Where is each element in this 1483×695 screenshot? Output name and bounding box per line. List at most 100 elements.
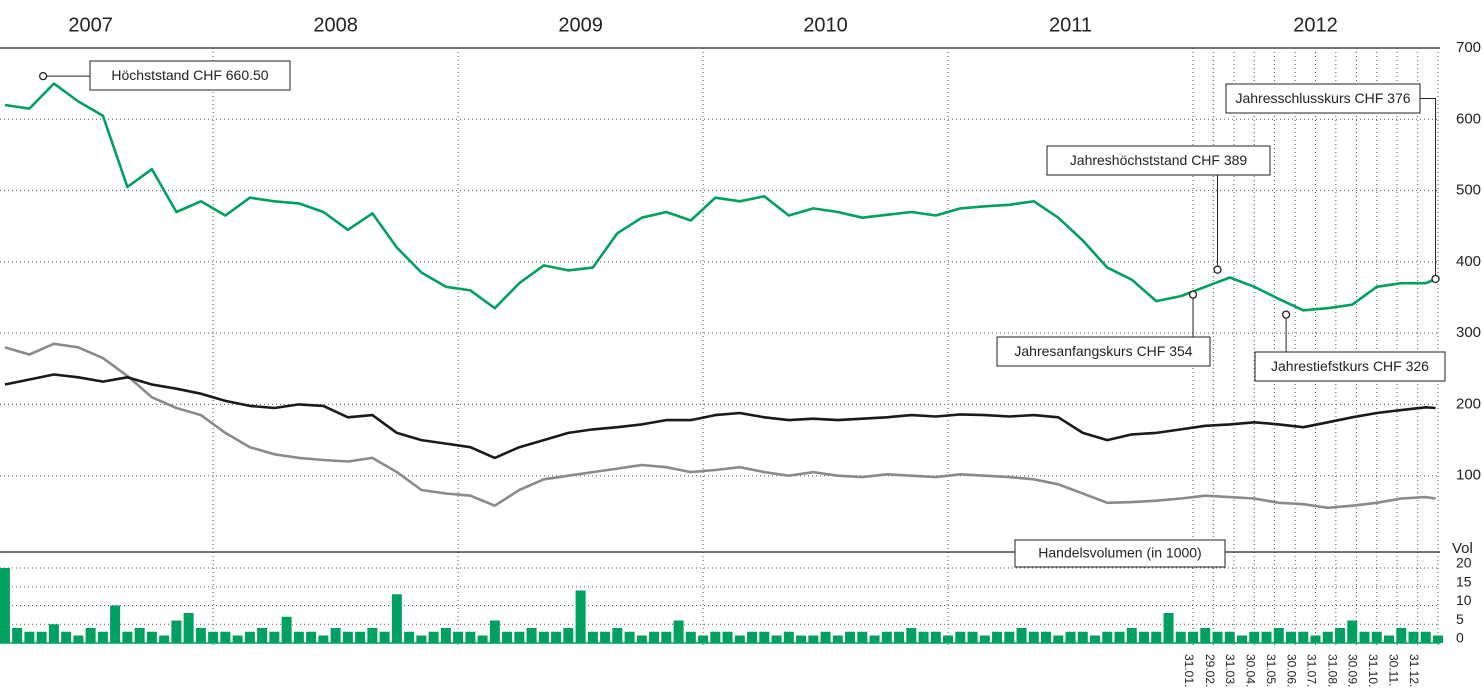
volume-bar [1286,631,1297,643]
year-label: 2008 [313,14,358,36]
volume-bar [1175,631,1186,643]
volume-bar [1188,631,1199,643]
volume-bar [551,631,562,643]
volume-bar [159,635,170,643]
year-label: 2009 [558,14,603,36]
volume-bar [600,631,611,643]
volume-bar [514,631,525,643]
volume-bar [379,631,390,643]
volume-bar [416,635,427,643]
annotation-box [1254,351,1446,382]
volume-bar [1237,635,1248,643]
month-tick-label: 29.02. [1203,654,1217,687]
volume-bar [722,631,733,643]
volume-bar [857,631,868,643]
volume-bar [1371,631,1382,643]
month-tick-label: 30.06. [1284,654,1298,687]
volume-bar [1420,631,1431,643]
annotation-point [1431,274,1440,284]
month-tick-label: 31.10. [1366,654,1380,687]
annotation-point [1213,265,1222,274]
volume-bar [1077,631,1088,643]
annotation-box [996,336,1211,367]
volume-bar [1224,631,1235,643]
volume-bar [318,635,329,643]
volume-bar [61,631,72,643]
volume-bar [685,631,696,643]
volume-bar [281,616,292,643]
volume-bar [955,631,966,643]
volume-bar [453,631,464,643]
volume-bar [1335,628,1346,643]
y-tick-label: 400 [1456,253,1481,270]
volume-bar [110,605,121,643]
price-line [4,342,1436,510]
volume-bar [1200,628,1211,643]
volume-bar [342,631,353,643]
volume-bar [97,631,108,643]
volume-bar [698,635,709,643]
volume-bar [563,628,574,643]
volume-tick-label: 5 [1456,611,1464,627]
annotation-text: Jahresschlusskurs CHF 376 [1235,90,1410,106]
annotation-point [1281,310,1291,319]
volume-bar [269,631,280,643]
volume-bar [820,631,831,643]
volume-bar [183,613,194,643]
volume-bar [48,624,59,643]
y-tick-label: 500 [1456,182,1481,199]
volume-bar [1212,631,1223,643]
year-label: 2012 [1293,14,1338,36]
volume-bar [845,631,856,643]
volume-bar [146,631,157,643]
volume-bar [220,631,231,643]
volume-bar [1028,631,1039,643]
volume-bar [465,631,476,643]
marks-layer [0,82,1443,644]
volume-bar [1347,620,1358,643]
notes-layer: Höchststand CHF 660.50 Jahresschlusskurs … [38,60,1446,382]
volume-bar [587,631,598,643]
volume-bar [881,631,892,643]
volume-bar [869,635,880,643]
month-tick-label: 31.05. [1264,654,1278,687]
volume-bar [36,631,47,643]
annotation-text: Jahresanfangskurs CHF 354 [1014,343,1192,359]
y-tick-label: 100 [1456,467,1481,484]
price-line [4,373,1436,460]
volume-bar [122,631,133,643]
volume-bar [1408,631,1419,643]
volume-bar [747,631,758,643]
volume-bar [796,635,807,643]
volume-bar [1322,631,1333,643]
volume-bar [330,628,341,643]
volume-bar [355,631,366,643]
volume-bar [906,628,917,643]
volume-bar [1261,631,1272,643]
volume-tick-label: 0 [1456,630,1464,646]
y-tick-label: 300 [1456,324,1481,341]
volume-bar [134,628,145,643]
volume-bar [930,631,941,643]
volume-bar [771,635,782,643]
volume-bar [526,628,537,643]
year-label: 2007 [68,14,113,36]
volume-bar [943,635,954,643]
volume-bar [1102,631,1113,643]
month-tick-label: 31.03. [1223,654,1237,687]
month-tick-label: 31.07. [1305,654,1319,687]
volume-bar [1004,631,1015,643]
volume-bar [673,620,684,643]
volume-bar [894,631,905,643]
volume-bar [1151,631,1162,643]
volume-bar [391,594,402,643]
volume-bar [992,631,1003,643]
volume-bar [1065,631,1076,643]
volume-bar [306,631,317,643]
volume-bar [1163,613,1174,643]
annotation-box [89,60,291,91]
volume-bar [734,635,745,643]
